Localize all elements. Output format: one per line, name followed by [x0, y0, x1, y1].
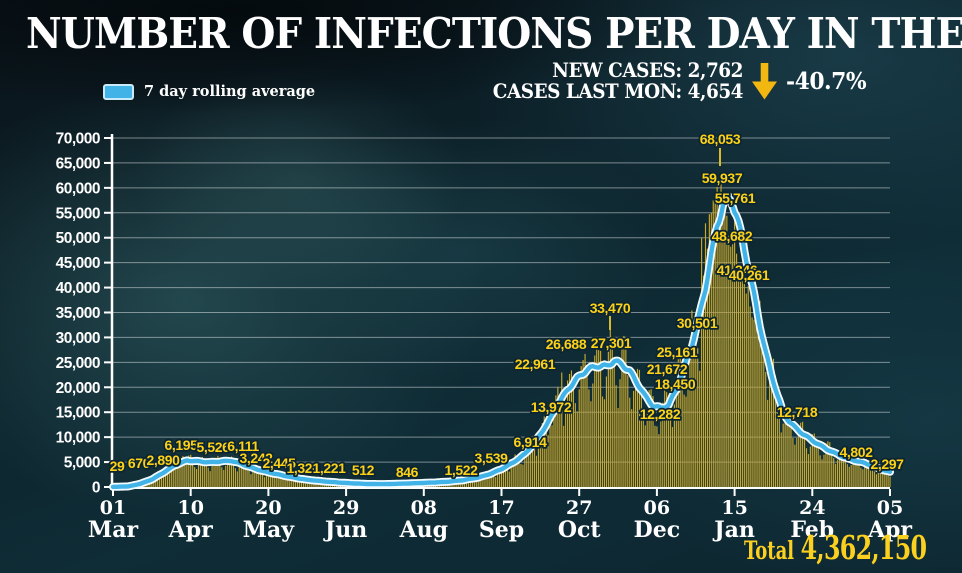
data-label: 29 [110, 458, 125, 474]
svg-text:10: 10 [177, 497, 203, 519]
svg-text:20: 20 [255, 497, 281, 519]
rolling-average-line [109, 192, 894, 491]
total-label: Total [743, 536, 794, 565]
svg-text:Sep: Sep [479, 517, 524, 543]
svg-text:Aug: Aug [399, 517, 448, 543]
data-label: 13,972 [531, 399, 572, 415]
svg-text:10,000: 10,000 [56, 430, 100, 447]
svg-text:30,000: 30,000 [56, 330, 100, 347]
legend: 7 day rolling average [103, 83, 315, 100]
svg-text:Dec: Dec [634, 517, 680, 543]
down-arrow-icon [751, 62, 777, 99]
data-label: 18,450 [655, 376, 696, 392]
data-label: 21,672 [647, 361, 688, 377]
stats-lines: NEW CASES: 2,762 CASES LAST MON: 4,654 [492, 58, 743, 103]
y-axis: 70,000 65,000 60,000 55,000 50,000 45,000 40,0… [56, 131, 114, 497]
data-label: 68,053 [700, 131, 741, 147]
data-label: 2,445 [262, 455, 296, 471]
data-label: 846 [396, 464, 419, 480]
data-label: 2,297 [870, 456, 904, 472]
data-label: 25,161 [657, 344, 698, 360]
svg-text:35,000: 35,000 [56, 305, 100, 322]
data-label: 40,261 [729, 267, 770, 283]
svg-text:40,000: 40,000 [56, 280, 100, 297]
data-label: 59,937 [702, 170, 743, 186]
data-label: 12,718 [777, 404, 818, 420]
svg-text:55,000: 55,000 [56, 205, 100, 222]
data-label: 5,526 [196, 439, 230, 455]
stats-panel: NEW CASES: 2,762 CASES LAST MON: 4,654 -… [471, 60, 870, 102]
percent-change: -40.7% [785, 67, 867, 95]
data-label: 12,282 [640, 406, 681, 422]
svg-text:27: 27 [566, 497, 592, 519]
svg-text:29: 29 [333, 497, 359, 519]
svg-text:5,000: 5,000 [64, 455, 100, 472]
data-label: 6,111 [227, 438, 259, 454]
data-label: 1,221 [312, 460, 346, 476]
svg-text:08: 08 [411, 497, 437, 519]
svg-text:Mar: Mar [88, 517, 139, 543]
cases-last-mon-line: CASES LAST MON: 4,654 [492, 79, 743, 103]
data-label: 4,802 [839, 444, 873, 460]
data-label: 48,682 [712, 228, 753, 244]
svg-text:May: May [243, 517, 296, 543]
svg-text:15: 15 [721, 497, 747, 519]
svg-text:24: 24 [799, 497, 825, 519]
data-label: 512 [352, 462, 375, 478]
data-label: 670 [128, 455, 151, 471]
svg-text:70,000: 70,000 [56, 131, 100, 148]
svg-text:17: 17 [488, 497, 514, 519]
svg-text:50,000: 50,000 [56, 230, 100, 247]
legend-label: 7 day rolling average [144, 83, 316, 100]
data-label: 3,242 [239, 450, 273, 466]
svg-text:0: 0 [92, 480, 100, 497]
svg-text:15,000: 15,000 [56, 405, 100, 422]
data-label: 27,301 [591, 335, 632, 351]
svg-text:Jun: Jun [323, 517, 367, 543]
svg-text:05: 05 [877, 497, 903, 519]
chart-title: NUMBER OF INFECTIONS PER DAY IN THE UK [26, 9, 962, 58]
svg-text:45,000: 45,000 [56, 255, 100, 272]
svg-text:65,000: 65,000 [56, 155, 100, 172]
data-label: 2,890 [146, 452, 180, 468]
new-cases-line: NEW CASES: 2,762 [551, 58, 743, 82]
data-label: 26,688 [546, 336, 587, 352]
total-cases: Total 4,362,150 [743, 528, 927, 567]
svg-text:20,000: 20,000 [56, 380, 100, 397]
y-gridlines [113, 137, 890, 463]
rolling-average-swatch-icon [103, 83, 134, 100]
data-labels: 29 6702,8906,1955,5266,1113,2422,4451,326… [108, 129, 907, 482]
bars-series [112, 182, 891, 488]
data-label: 30,501 [677, 315, 718, 331]
svg-text:01: 01 [100, 497, 126, 519]
data-label: 41,346 [717, 262, 758, 278]
data-label: 6,914 [513, 434, 547, 450]
svg-text:Apr: Apr [168, 517, 213, 543]
svg-text:60,000: 60,000 [56, 180, 100, 197]
data-label: 22,961 [515, 356, 556, 372]
data-label: 6,195 [164, 437, 198, 453]
svg-text:06: 06 [644, 497, 670, 519]
data-label: 33,470 [590, 300, 631, 316]
data-label: 1,326 [286, 460, 320, 476]
data-label: 1,522 [444, 462, 478, 478]
total-value: 4,362,150 [800, 528, 927, 567]
data-label: 3,539 [474, 450, 508, 466]
svg-text:25,000: 25,000 [56, 355, 100, 372]
svg-text:Oct: Oct [558, 517, 602, 543]
data-label: 55,761 [715, 190, 756, 206]
